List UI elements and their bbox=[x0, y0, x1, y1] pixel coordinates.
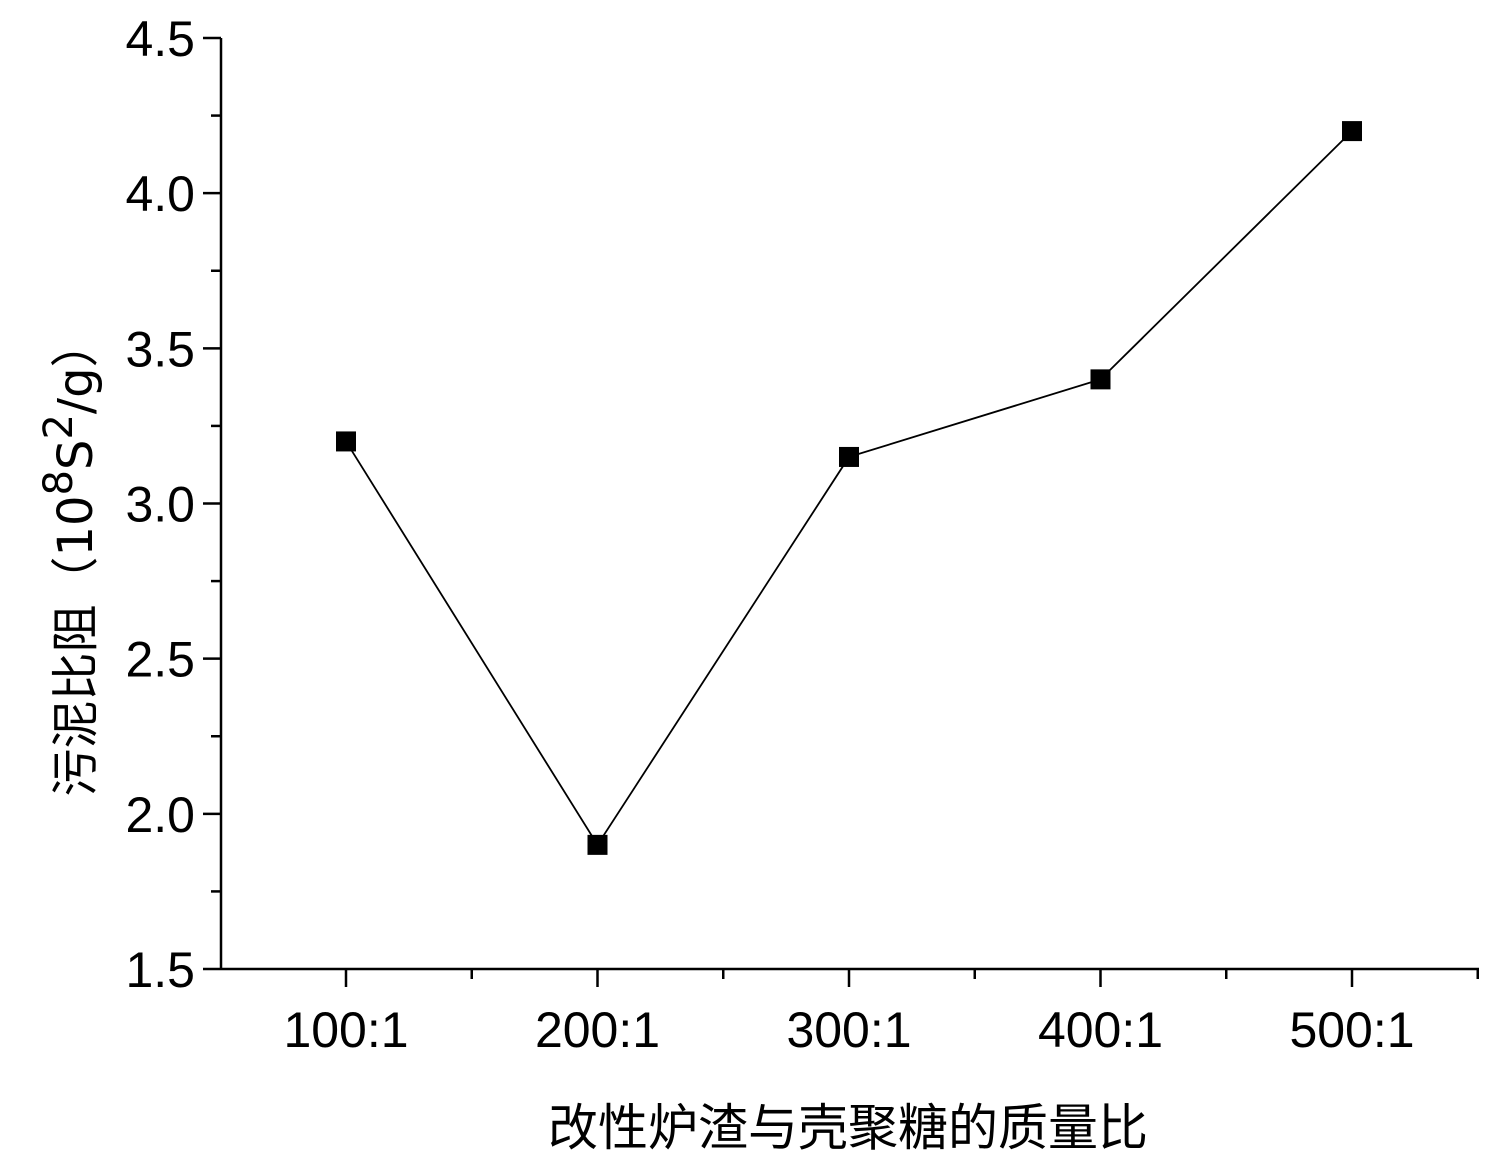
x-tick-label: 300:1 bbox=[786, 1002, 911, 1058]
y-axis-label-prefix: 污泥比阻（10 bbox=[48, 495, 104, 796]
data-point-marker bbox=[1342, 121, 1362, 142]
y-tick-label: 4.5 bbox=[125, 11, 195, 67]
y-axis-label: 污泥比阻（108S2/g） bbox=[36, 319, 104, 796]
y-tick-label: 4.0 bbox=[125, 166, 195, 222]
y-axis-label-suffix: /g） bbox=[48, 319, 104, 414]
data-point-marker bbox=[336, 431, 356, 452]
y-tick-label: 3.5 bbox=[125, 321, 195, 377]
y-axis-label-exponent-8: 8 bbox=[36, 470, 82, 495]
y-tick-label: 2.5 bbox=[125, 632, 195, 688]
x-tick-label: 100:1 bbox=[283, 1002, 408, 1058]
y-tick-label: 1.5 bbox=[125, 942, 195, 998]
x-tick-label: 400:1 bbox=[1038, 1002, 1163, 1058]
y-axis-label-exponent-2: 2 bbox=[36, 414, 82, 439]
axes: 1.5 2.0 2.5 3.0 3.5 4.0 4.5 100:1 200:1 300:1 400:… bbox=[125, 11, 1479, 1058]
y-tick-label: 3.0 bbox=[125, 477, 195, 533]
x-tick-label: 500:1 bbox=[1289, 1002, 1414, 1058]
y-axis-label-unit-s: S bbox=[48, 440, 104, 470]
data-point-marker bbox=[587, 834, 608, 855]
y-tick-label: 2.0 bbox=[125, 787, 195, 843]
axis-labels: 改性炉渣与壳聚糖的质量比 污泥比阻（108S2/g） bbox=[36, 319, 1148, 1157]
data-point-marker bbox=[839, 446, 859, 467]
x-tick-label: 200:1 bbox=[535, 1002, 660, 1058]
data-point-marker bbox=[1090, 369, 1111, 390]
series-line bbox=[345, 130, 1353, 847]
plot-area bbox=[336, 121, 1362, 855]
x-axis-label: 改性炉渣与壳聚糖的质量比 bbox=[548, 1099, 1148, 1157]
